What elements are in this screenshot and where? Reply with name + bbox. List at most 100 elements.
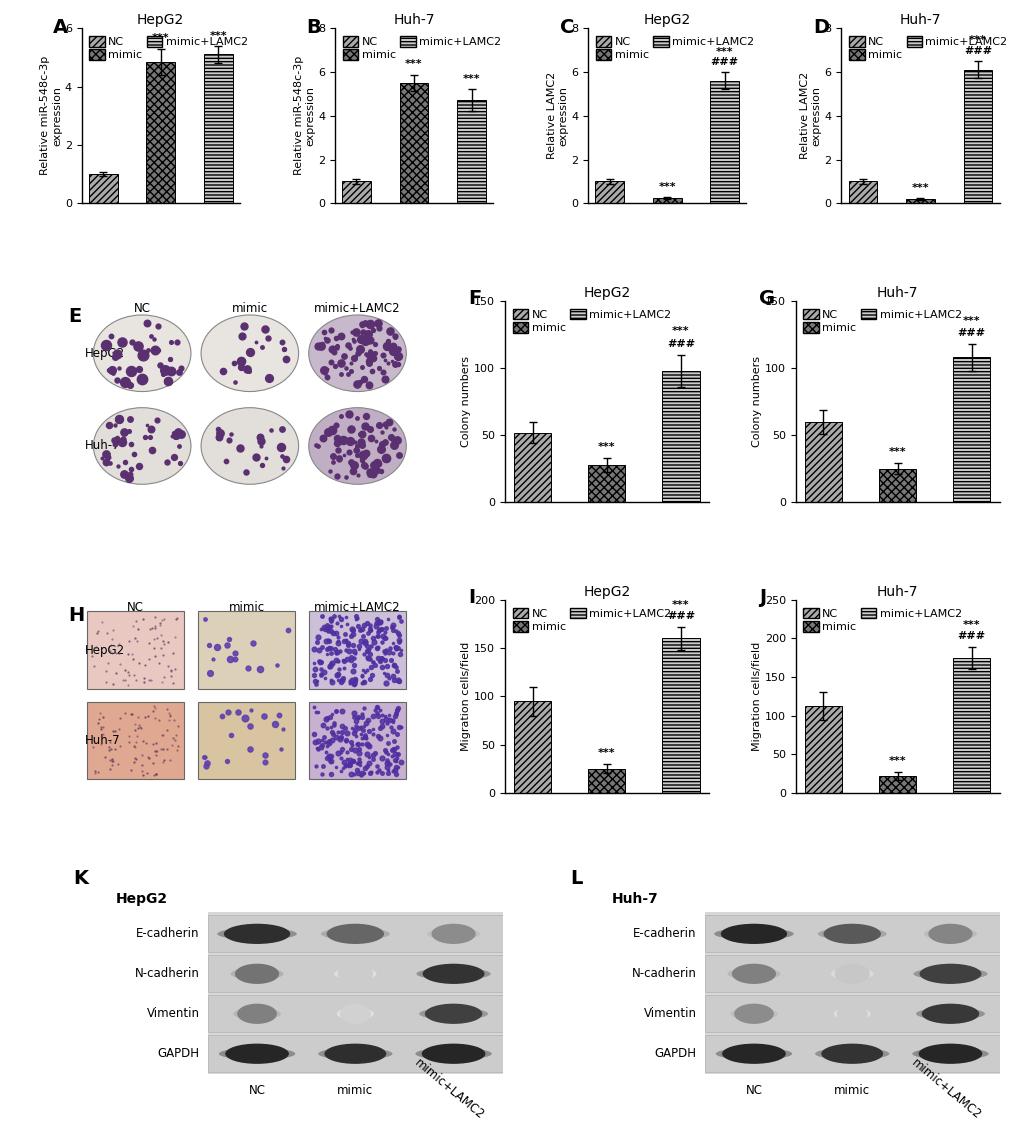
Ellipse shape <box>713 928 793 940</box>
Y-axis label: Relative LAMC2
expression: Relative LAMC2 expression <box>546 72 568 159</box>
Ellipse shape <box>912 968 986 980</box>
Ellipse shape <box>927 924 972 944</box>
Bar <box>204 54 232 203</box>
Text: ***: *** <box>152 34 169 44</box>
Text: ***: *** <box>968 35 985 45</box>
Text: ***: *** <box>962 316 979 326</box>
Bar <box>588 465 625 502</box>
Ellipse shape <box>425 1004 482 1024</box>
Ellipse shape <box>830 968 872 980</box>
Legend: NC, mimic, mimic+LAMC2: NC, mimic, mimic+LAMC2 <box>510 307 673 336</box>
Text: HepG2: HepG2 <box>85 347 125 359</box>
Text: C: C <box>559 18 574 37</box>
Bar <box>905 199 934 203</box>
Bar <box>963 70 991 203</box>
FancyBboxPatch shape <box>208 995 502 1032</box>
Text: ###: ### <box>957 328 985 338</box>
Ellipse shape <box>201 408 299 484</box>
Legend: NC, mimic, mimic+LAMC2: NC, mimic, mimic+LAMC2 <box>593 34 756 63</box>
Ellipse shape <box>339 1004 371 1024</box>
Ellipse shape <box>326 924 384 944</box>
Text: D: D <box>812 18 828 37</box>
Title: Huh-7: Huh-7 <box>876 585 917 599</box>
Bar <box>89 174 117 203</box>
Bar <box>804 706 842 793</box>
Ellipse shape <box>923 928 976 940</box>
Ellipse shape <box>224 924 290 944</box>
Ellipse shape <box>309 314 406 392</box>
FancyBboxPatch shape <box>87 702 184 779</box>
Ellipse shape <box>720 924 787 944</box>
Ellipse shape <box>834 964 869 984</box>
Text: E-cadherin: E-cadherin <box>136 928 200 940</box>
Text: GAPDH: GAPDH <box>654 1048 696 1060</box>
Y-axis label: Relative miR-548c-3p
expression: Relative miR-548c-3p expression <box>41 56 62 175</box>
Ellipse shape <box>817 928 886 940</box>
Text: H: H <box>68 605 85 624</box>
Ellipse shape <box>309 408 406 484</box>
Bar <box>662 371 699 502</box>
Bar <box>514 432 550 502</box>
Text: ###: ### <box>957 631 985 641</box>
FancyBboxPatch shape <box>208 912 502 1075</box>
Text: N-cadherin: N-cadherin <box>135 967 200 980</box>
Ellipse shape <box>921 1004 978 1024</box>
FancyBboxPatch shape <box>309 702 406 779</box>
Text: mimic+LAMC2: mimic+LAMC2 <box>314 302 400 314</box>
Bar <box>652 198 681 203</box>
Text: G: G <box>758 289 774 308</box>
Text: HepG2: HepG2 <box>115 893 167 906</box>
Text: F: F <box>468 289 481 308</box>
Text: ###: ### <box>666 611 694 621</box>
Ellipse shape <box>715 1048 792 1060</box>
Bar <box>878 776 915 793</box>
Text: ***: *** <box>672 600 689 610</box>
Ellipse shape <box>334 968 376 980</box>
Bar <box>514 701 550 793</box>
Ellipse shape <box>415 1048 491 1060</box>
Text: NC: NC <box>249 1084 265 1097</box>
Text: Huh-7: Huh-7 <box>85 734 120 747</box>
Text: ***: *** <box>911 183 928 193</box>
Bar <box>146 62 175 203</box>
Ellipse shape <box>94 314 191 392</box>
Text: ***: *** <box>657 182 676 192</box>
Ellipse shape <box>427 928 480 940</box>
Text: J: J <box>758 588 765 608</box>
Ellipse shape <box>336 1007 374 1020</box>
Title: HepG2: HepG2 <box>583 585 630 599</box>
Text: Vimentin: Vimentin <box>147 1007 200 1021</box>
Legend: NC, mimic, mimic+LAMC2: NC, mimic, mimic+LAMC2 <box>510 605 673 634</box>
Ellipse shape <box>915 1007 984 1020</box>
FancyBboxPatch shape <box>198 612 294 688</box>
Ellipse shape <box>918 1043 981 1063</box>
Ellipse shape <box>730 1007 777 1020</box>
Title: HepG2: HepG2 <box>137 12 184 27</box>
Title: HepG2: HepG2 <box>643 12 690 27</box>
FancyBboxPatch shape <box>309 612 406 688</box>
Bar <box>399 83 428 203</box>
Text: NC: NC <box>745 1084 762 1097</box>
Text: ***: *** <box>962 620 979 630</box>
Bar <box>953 357 989 502</box>
Legend: NC, mimic, mimic+LAMC2: NC, mimic, mimic+LAMC2 <box>846 34 1009 63</box>
Text: E-cadherin: E-cadherin <box>632 928 696 940</box>
FancyBboxPatch shape <box>704 956 999 993</box>
Legend: NC, mimic, mimic+LAMC2: NC, mimic, mimic+LAMC2 <box>87 34 250 63</box>
Text: Huh-7: Huh-7 <box>85 439 120 453</box>
Ellipse shape <box>911 1048 987 1060</box>
Ellipse shape <box>337 964 373 984</box>
Text: ***: *** <box>209 31 227 40</box>
Ellipse shape <box>918 964 980 984</box>
Text: ***: *** <box>597 748 615 758</box>
Ellipse shape <box>731 964 775 984</box>
Legend: NC, mimic, mimic+LAMC2: NC, mimic, mimic+LAMC2 <box>801 307 963 336</box>
Bar <box>588 768 625 793</box>
Legend: NC, mimic, mimic+LAMC2: NC, mimic, mimic+LAMC2 <box>340 34 502 63</box>
FancyBboxPatch shape <box>208 915 502 952</box>
Y-axis label: Migration cells/field: Migration cells/field <box>751 641 761 751</box>
Text: NC: NC <box>133 302 151 314</box>
Ellipse shape <box>822 924 880 944</box>
Ellipse shape <box>233 1007 280 1020</box>
Ellipse shape <box>721 1043 785 1063</box>
